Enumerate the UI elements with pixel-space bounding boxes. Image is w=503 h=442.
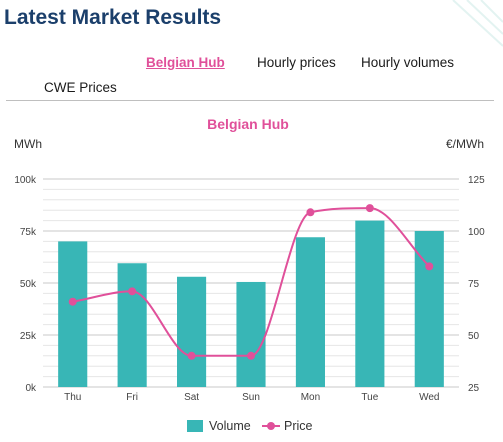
right-tick-label: 125: [468, 175, 485, 186]
axis-labels: 0k 25k 50k 75k 100k 25 50 75 100 125 Thu Fri Sat Sun M…: [14, 175, 485, 403]
price-point[interactable]: [128, 287, 137, 296]
legend-item-volume[interactable]: Volume: [187, 419, 251, 433]
legend-swatch-volume: [187, 420, 203, 432]
price-line: [68, 204, 434, 360]
category-label: Mon: [301, 392, 320, 403]
legend-label-price: Price: [284, 419, 313, 433]
category-label: Sat: [184, 392, 199, 403]
left-axis-label: MWh: [14, 137, 42, 151]
category-label: Wed: [419, 392, 439, 403]
chart-title: Belgian Hub: [207, 116, 289, 132]
market-chart: Belgian Hub MWh €/MWh 0k 25k 50k 75k 100k 25 5…: [14, 116, 485, 403]
left-tick-label: 75k: [20, 227, 37, 238]
legend-swatch-price: [262, 420, 280, 432]
legend-label-volume: Volume: [209, 419, 251, 433]
tab-belgian-hub[interactable]: Belgian Hub: [146, 55, 225, 70]
volume-bar[interactable]: [236, 281, 266, 387]
category-label: Fri: [126, 392, 138, 403]
right-tick-label: 50: [468, 331, 480, 342]
volume-bar[interactable]: [177, 276, 207, 387]
chart-legend: Volume Price: [0, 419, 503, 437]
category-label: Thu: [64, 392, 81, 403]
volume-bar[interactable]: [355, 220, 385, 387]
left-tick-label: 50k: [20, 279, 37, 290]
right-tick-label: 100: [468, 227, 485, 238]
volume-bar[interactable]: [295, 237, 325, 387]
price-point[interactable]: [425, 262, 434, 271]
volume-bar[interactable]: [58, 241, 88, 387]
tab-divider: [6, 100, 494, 101]
price-point[interactable]: [68, 297, 77, 306]
price-point[interactable]: [187, 351, 196, 360]
decorative-corner-lines: [452, 0, 503, 47]
price-point[interactable]: [365, 204, 374, 213]
tab-hourly-volumes[interactable]: Hourly volumes: [361, 55, 455, 70]
price-point[interactable]: [247, 351, 255, 360]
left-tick-label: 100k: [14, 175, 37, 186]
tab-cwe-prices[interactable]: CWE Prices: [44, 80, 117, 95]
page-title: Latest Market Results: [4, 6, 222, 29]
price-point[interactable]: [306, 208, 315, 217]
category-label: Sun: [242, 392, 260, 403]
left-tick-label: 25k: [20, 331, 37, 342]
legend-item-price[interactable]: Price: [262, 419, 312, 433]
volume-bar[interactable]: [117, 263, 147, 387]
tab-hourly-prices[interactable]: Hourly prices: [257, 55, 336, 70]
left-tick-label: 0k: [25, 383, 37, 394]
volume-bars: [58, 220, 444, 387]
right-tick-label: 25: [468, 383, 480, 394]
right-axis-label: €/MWh: [446, 137, 484, 151]
category-label: Tue: [361, 392, 378, 403]
right-tick-label: 75: [468, 279, 480, 290]
